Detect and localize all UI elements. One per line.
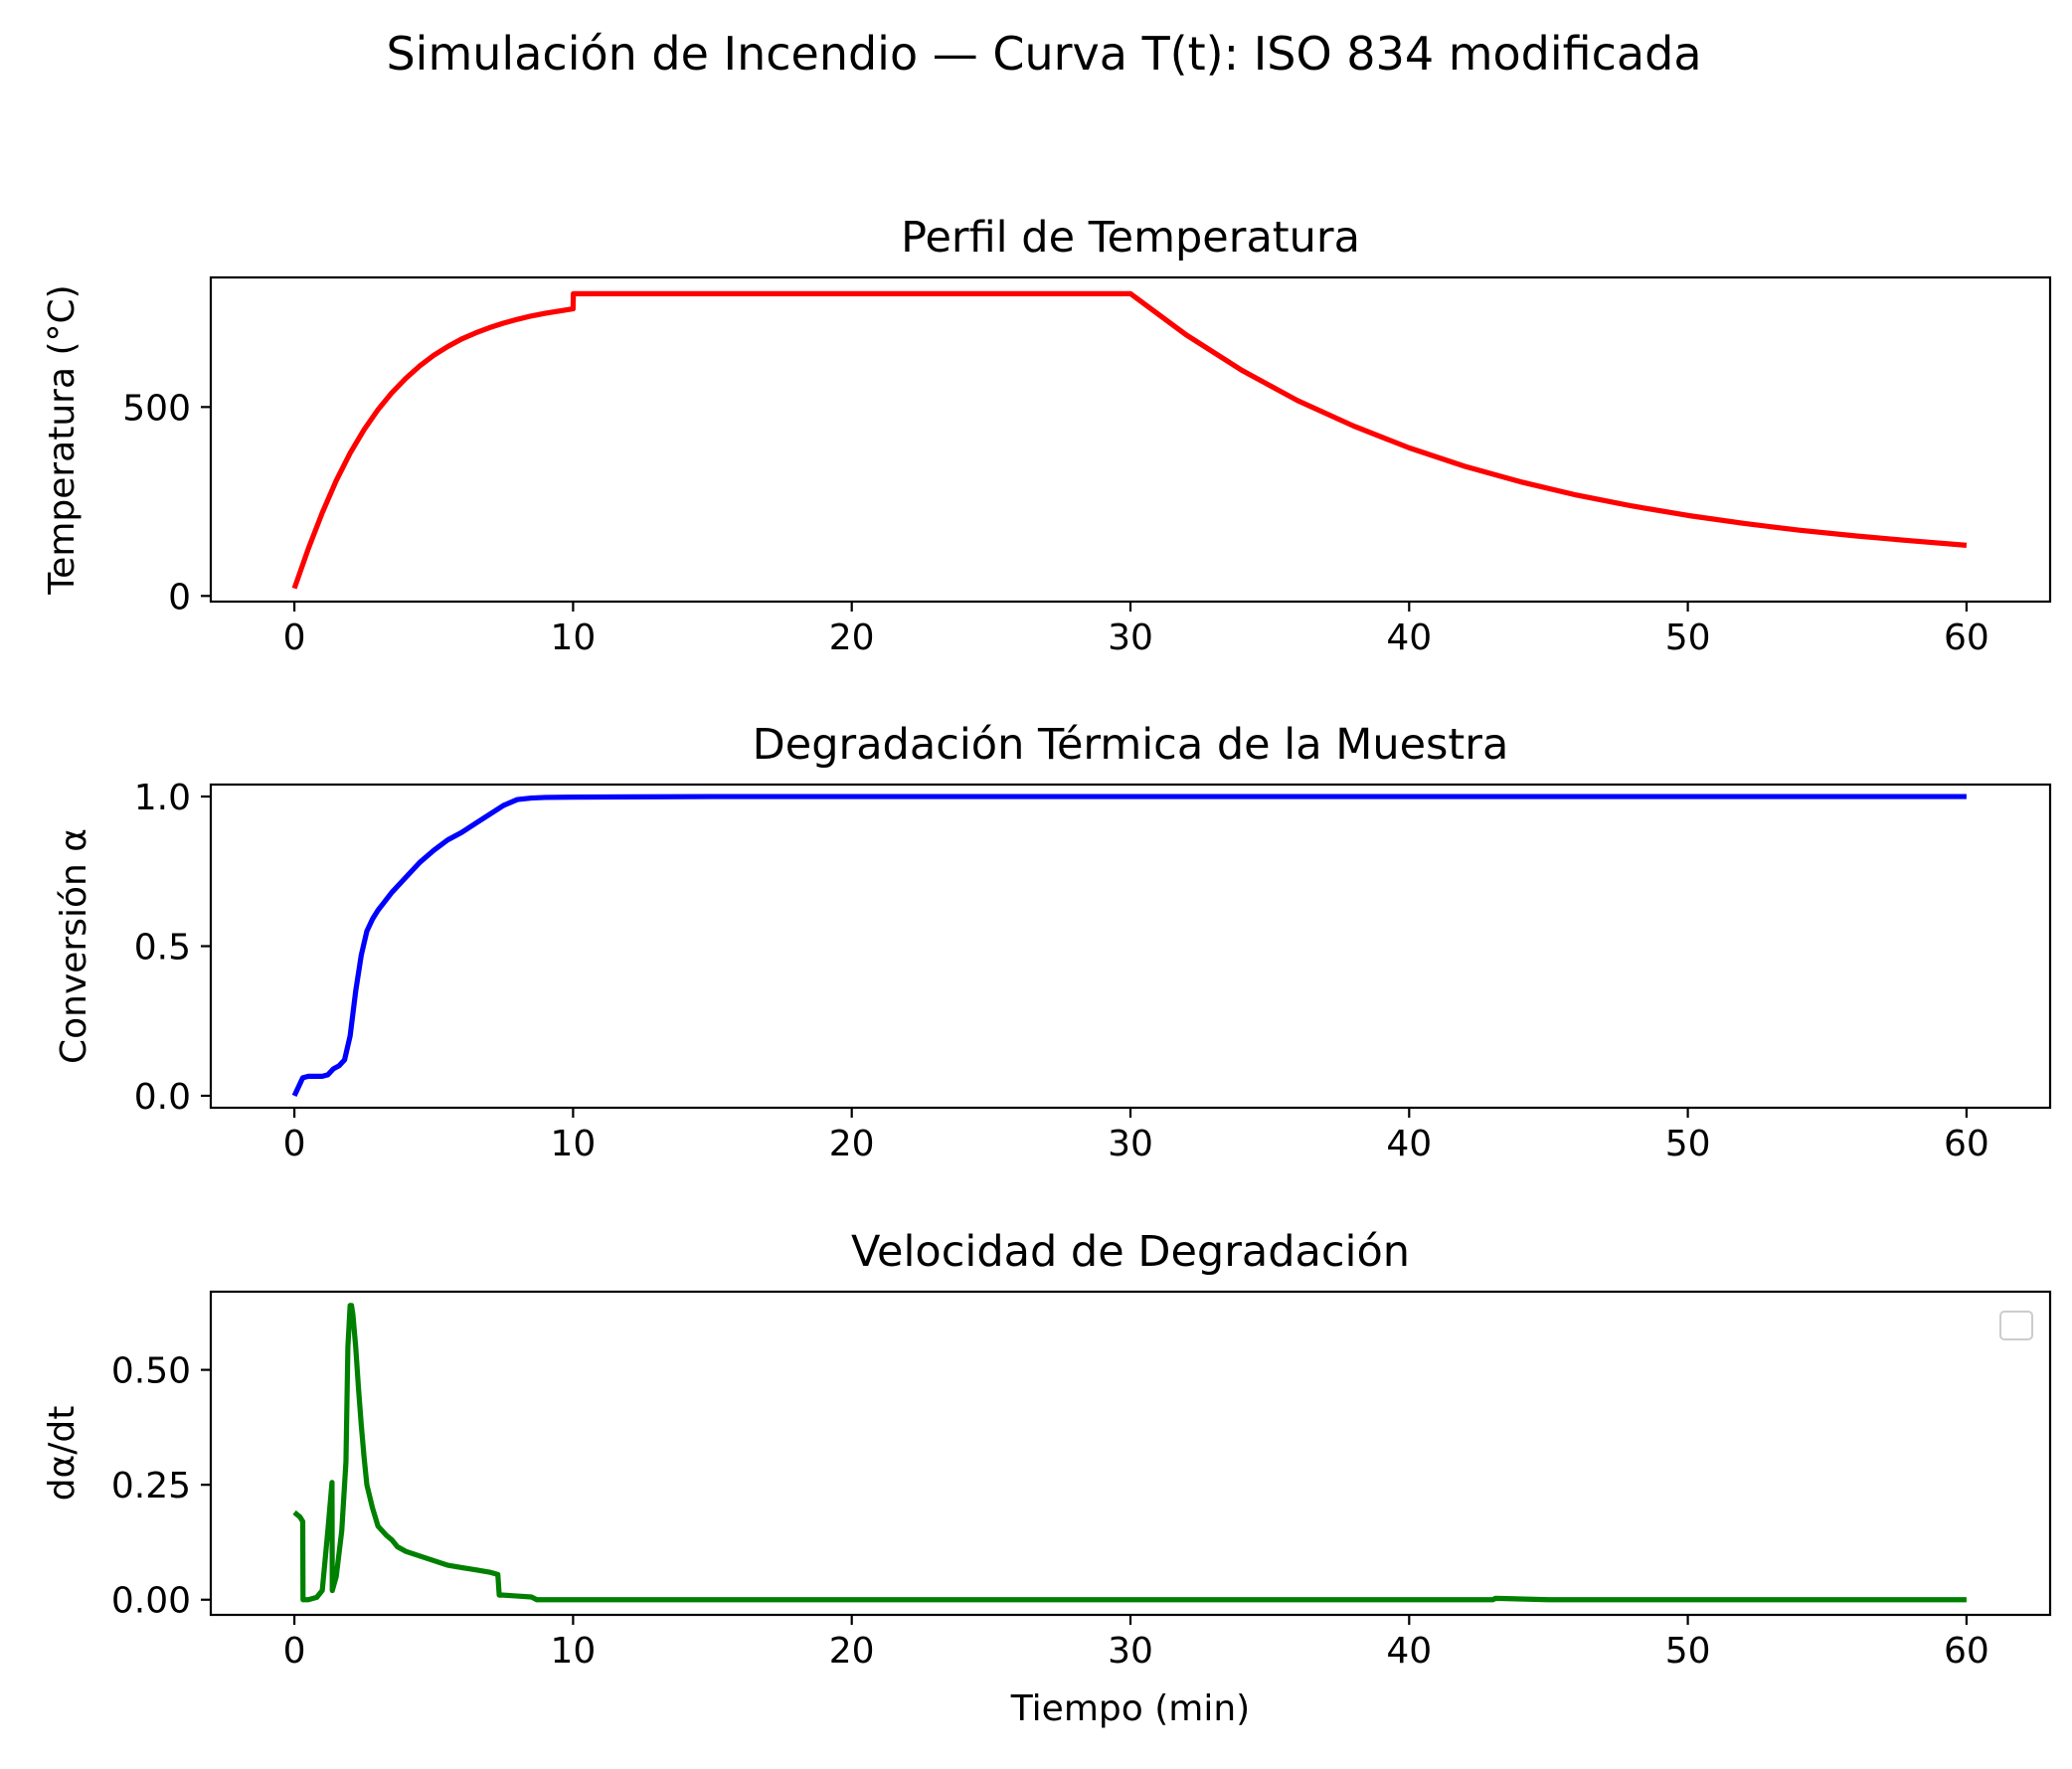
y-tick-label-conversion: 0.5: [134, 928, 191, 969]
y-tick-label-conversion: 0.0: [134, 1077, 191, 1118]
x-tick-label-temperature: 0: [283, 618, 306, 658]
y-tick-label-conversion: 1.0: [134, 778, 191, 818]
x-tick-label-rate: 0: [283, 1631, 306, 1672]
x-tick-label-temperature: 10: [550, 618, 596, 658]
panel-title-temperature: Perfil de Temperatura: [901, 213, 1360, 263]
x-tick-label-rate: 40: [1386, 1631, 1432, 1672]
x-tick-label-rate: 10: [550, 1631, 596, 1672]
panel-title-conversion: Degradación Térmica de la Muestra: [753, 720, 1509, 770]
x-tick-label-temperature: 30: [1108, 618, 1153, 658]
y-tick-label-rate: 0.50: [111, 1351, 191, 1392]
panel-title-rate: Velocidad de Degradación: [851, 1227, 1410, 1277]
panel-temperature: 0 10 20 30 40 50 60 0 500 Perfil de Temperatura Te…: [42, 213, 2052, 658]
y-axis-label-conversion: Conversión α: [54, 828, 94, 1064]
x-tick-label-conversion: 50: [1665, 1124, 1711, 1164]
x-tick-label-conversion: 60: [1944, 1124, 1989, 1164]
x-tick-label-rate: 30: [1108, 1631, 1153, 1672]
y-tick-label-rate: 0.25: [111, 1466, 191, 1506]
figure-suptitle: Simulación de Incendio — Curva T(t): ISO…: [386, 27, 1701, 81]
x-tick-label-temperature: 20: [829, 618, 875, 658]
x-tick-label-conversion: 20: [829, 1124, 875, 1164]
x-tick-label-conversion: 30: [1108, 1124, 1153, 1164]
y-axis-label-rate: dα/dt: [42, 1406, 83, 1502]
y-tick-label-rate: 0.00: [111, 1581, 191, 1622]
x-tick-label-conversion: 10: [550, 1124, 596, 1164]
series-line-conversion: [291, 794, 1967, 1098]
y-axis-label-temperature: Temperatura (°C): [42, 284, 83, 595]
x-tick-label-rate: 50: [1665, 1631, 1711, 1672]
x-tick-label-rate: 60: [1944, 1631, 1989, 1672]
panel-rate: 0 10 20 30 40 50 60 0.00 0.25 0.50 Velocidad de De…: [42, 1227, 2052, 1729]
panel-conversion: 0 10 20 30 40 50 60 0.0 0.5 1.0 Degradación Térmic…: [54, 720, 2052, 1164]
x-tick-label-conversion: 0: [283, 1124, 306, 1164]
series-line-temperature: [291, 290, 1968, 590]
x-tick-label-temperature: 60: [1944, 618, 1989, 658]
series-line-rate: [292, 1303, 1967, 1603]
x-axis-label-rate: Tiempo (min): [1010, 1688, 1250, 1729]
y-tick-label-temperature: 500: [122, 388, 191, 429]
legend-box-rate: [1999, 1311, 2033, 1340]
y-tick-label-temperature: 0: [168, 577, 191, 618]
x-tick-label-temperature: 40: [1386, 618, 1432, 658]
x-tick-label-rate: 20: [829, 1631, 875, 1672]
x-tick-label-conversion: 40: [1386, 1124, 1432, 1164]
x-tick-label-temperature: 50: [1665, 618, 1711, 658]
